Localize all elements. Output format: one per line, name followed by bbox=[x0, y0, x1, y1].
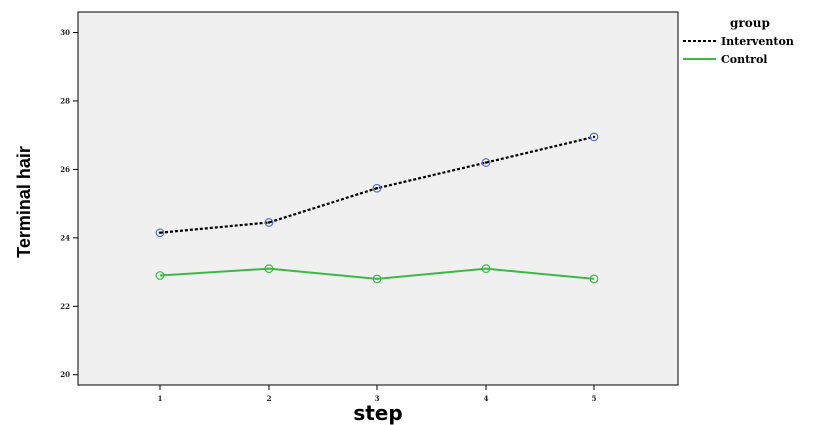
data-point-marker bbox=[372, 274, 382, 284]
data-point-marker bbox=[589, 274, 599, 284]
y-tick-label: 26 bbox=[60, 165, 70, 174]
legend-item-label: Interventon bbox=[721, 35, 794, 48]
x-axis: 1 2 3 4 5 bbox=[158, 385, 597, 403]
data-point-center bbox=[375, 187, 379, 190]
x-tick-label: 1 bbox=[158, 394, 163, 403]
series-layer bbox=[155, 132, 599, 284]
data-point-marker bbox=[264, 264, 274, 274]
y-tick-label: 30 bbox=[60, 28, 70, 37]
data-point-center bbox=[592, 135, 596, 139]
y-tick-label: 28 bbox=[60, 96, 70, 105]
data-point-marker bbox=[481, 264, 491, 274]
data-point-marker bbox=[481, 158, 491, 167]
plot-area bbox=[77, 11, 679, 386]
data-point-marker bbox=[155, 228, 165, 238]
x-tick-label: 2 bbox=[267, 394, 272, 403]
data-point-center bbox=[484, 161, 488, 164]
legend-item-label: Control bbox=[721, 53, 767, 66]
data-point-marker bbox=[155, 271, 165, 280]
y-axis: 20 22 24 26 28 30 bbox=[60, 28, 78, 379]
y-tick-label: 24 bbox=[60, 233, 70, 242]
data-point-center bbox=[267, 221, 271, 224]
data-point-marker bbox=[589, 132, 599, 142]
y-tick-label: 20 bbox=[60, 370, 70, 379]
series-line-1 bbox=[159, 267, 595, 280]
y-axis-title: Terminal hair bbox=[14, 146, 34, 258]
legend: group Interventon Control bbox=[683, 16, 794, 66]
legend-title: group bbox=[730, 16, 770, 30]
x-tick-label: 3 bbox=[375, 394, 380, 403]
y-tick-label: 22 bbox=[60, 302, 70, 311]
data-point-marker bbox=[372, 183, 382, 193]
x-axis-title: step bbox=[353, 401, 402, 425]
x-tick-label: 5 bbox=[592, 394, 597, 403]
data-point-center bbox=[158, 231, 162, 234]
x-tick-label: 4 bbox=[484, 394, 489, 403]
data-point-marker bbox=[264, 218, 274, 227]
